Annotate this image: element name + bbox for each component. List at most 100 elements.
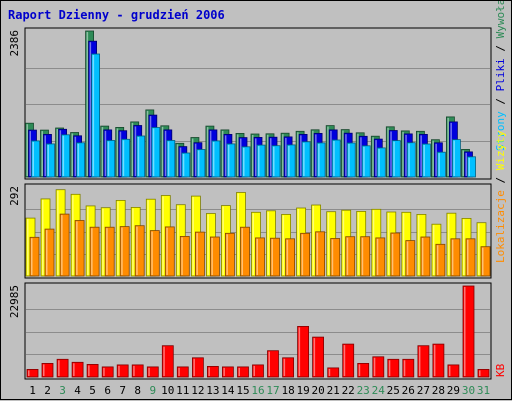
kbytes-bar-kb (101, 366, 114, 378)
visits-bar-lokalizacje (74, 220, 85, 277)
traffic-bar-strony (181, 152, 191, 178)
kbytes-bar-kb (402, 358, 415, 378)
traffic-bar-strony (121, 138, 131, 178)
legend-traffic: Strony / Pliki / Wywołania (494, 1, 507, 151)
kbytes-bar-kb (297, 325, 310, 378)
visits-bar-lokalizacje (240, 226, 250, 277)
traffic-bar-strony (301, 141, 311, 178)
x-tick-label: 4 (74, 384, 81, 397)
traffic-bar-strony (286, 144, 296, 178)
visits-bar-lokalizacje (480, 246, 491, 277)
traffic-bar-strony (61, 134, 70, 178)
kbytes-bar-kb (282, 357, 295, 378)
x-tick-label: 6 (104, 384, 111, 397)
legend-visits: Lokalizacje / Wizyty (494, 130, 507, 263)
x-tick-label: 31 (477, 384, 490, 397)
visits-bar-lokalizacje (104, 226, 115, 277)
kbytes-bar-kb (56, 358, 69, 378)
kbytes-bar-kb (71, 361, 84, 378)
x-tick-label: 18 (281, 384, 294, 397)
x-tick-label: 30 (462, 384, 475, 397)
x-tick-label: 25 (387, 384, 400, 397)
visits-bar-lokalizacje (44, 228, 55, 277)
visits-bar-lokalizacje (420, 236, 431, 277)
traffic-bar-strony (346, 142, 356, 178)
traffic-bar-strony (451, 139, 461, 178)
kbytes-bar-kb (267, 350, 279, 378)
traffic-bar-strony (226, 143, 236, 178)
kbytes-bar-kb (462, 285, 475, 378)
traffic-bar-strony (316, 142, 326, 178)
x-tick-label: 29 (447, 384, 460, 397)
traffic-bar-strony (196, 149, 206, 178)
visits-bar-lokalizacje (224, 232, 235, 277)
x-tick-label: 21 (327, 384, 340, 397)
traffic-bar-strony (151, 127, 161, 178)
x-tick-label: 1 (29, 384, 36, 397)
legend-item-strony: Strony (494, 111, 507, 151)
traffic-bar-strony (76, 142, 85, 178)
traffic-bar-strony (211, 140, 221, 178)
x-tick-label: 19 (296, 384, 309, 397)
x-tick-label: 17 (266, 384, 279, 397)
kbytes-bar-kb (237, 366, 249, 378)
legend-item-wywo-ania: Wywołania (494, 1, 507, 38)
legend-separator: / (494, 91, 507, 111)
kbytes-bar-kb (26, 368, 39, 378)
kbytes-bar-kb (206, 365, 219, 378)
x-tick-label: 9 (149, 384, 156, 397)
kbytes-bar-kb (372, 356, 385, 378)
kbytes-bar-kb (417, 345, 430, 378)
x-tick-label: 13 (206, 384, 219, 397)
kbytes-bar-kb (342, 343, 355, 378)
visits-bar-lokalizacje (450, 238, 461, 277)
visits-bar-lokalizacje (119, 226, 130, 277)
x-tick-label: 2 (44, 384, 51, 397)
visits-bar-lokalizacje (89, 226, 100, 277)
traffic-bar-strony (91, 53, 100, 178)
x-tick-label: 12 (191, 384, 204, 397)
x-tick-label: 15 (236, 384, 249, 397)
kbytes-bar-kb (191, 357, 204, 378)
traffic-bar-strony (46, 143, 55, 178)
visits-bar-lokalizacje (29, 236, 40, 277)
visits-bar-lokalizacje (345, 236, 356, 277)
visits-bar-lokalizacje (375, 237, 386, 277)
kbytes-bar-kb (146, 366, 159, 378)
legend-kbytes: KB (494, 363, 507, 377)
legend-item-lokalizacje: Lokalizacje (494, 190, 507, 263)
traffic-bar-strony (361, 145, 371, 178)
legend-item-kb: KB (494, 363, 507, 377)
x-tick-label: 28 (432, 384, 445, 397)
kbytes-bar-kb (41, 362, 54, 378)
kbytes-bar-kb (312, 336, 325, 378)
x-tick-label: 3 (59, 384, 66, 397)
kbytes-bar-kb (221, 366, 234, 378)
visits-bar-lokalizacje (209, 236, 220, 277)
x-tick-label: 11 (176, 384, 189, 397)
traffic-bar-strony (256, 144, 266, 178)
x-tick-label: 14 (221, 384, 235, 397)
panel-traffic-ymax-label: 2386 (8, 30, 21, 57)
legend-separator: / (494, 170, 507, 190)
kbytes-bar-kb (161, 345, 174, 378)
x-tick-label: 22 (342, 384, 355, 397)
visits-bar-lokalizacje (465, 238, 476, 277)
kbytes-bar-kb (477, 368, 490, 378)
panel-visits-ymax-label: 292 (8, 186, 21, 206)
traffic-bar-strony (106, 140, 116, 178)
x-tick-label: 24 (372, 384, 386, 397)
x-tick-label: 7 (119, 384, 126, 397)
kbytes-bar-kb (131, 364, 144, 378)
kbytes-bar-kb (432, 343, 445, 378)
visits-bar-lokalizacje (255, 237, 265, 277)
traffic-bar-strony (406, 142, 416, 178)
kbytes-bar-kb (387, 358, 400, 378)
traffic-bar-strony (331, 139, 341, 178)
panel-kbytes-ymax-label: 22985 (8, 285, 21, 318)
visits-bar-lokalizacje (194, 231, 205, 277)
visits-bar-lokalizacje (270, 237, 280, 277)
kbytes-bar-kb (252, 364, 264, 378)
visits-bar-lokalizacje (134, 225, 145, 277)
kbytes-bar-kb (447, 364, 460, 378)
